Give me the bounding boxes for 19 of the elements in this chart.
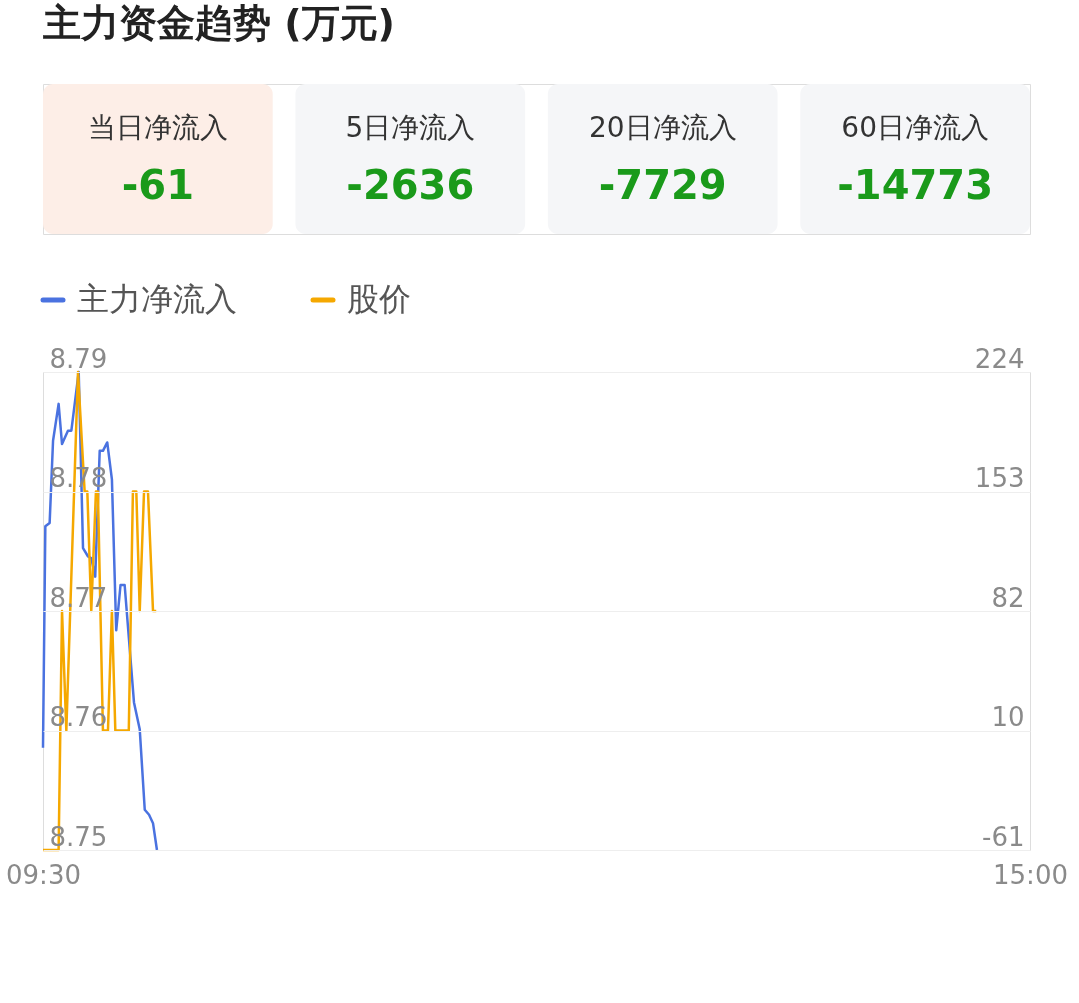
category-label: 60日净流入 bbox=[841, 111, 989, 144]
legend-label: 主力净流入 bbox=[77, 280, 237, 318]
legend-label: 股价 bbox=[347, 280, 411, 318]
data-label: -61 bbox=[121, 162, 194, 208]
y-tick-label: 8.79 bbox=[49, 343, 108, 374]
y2-tick-label: 224 bbox=[974, 343, 1025, 374]
category-label: 20日净流入 bbox=[588, 111, 737, 144]
category-label: 5日净流入 bbox=[345, 111, 476, 144]
data-label: -14773 bbox=[837, 162, 994, 208]
y2-tick-label: 153 bbox=[974, 463, 1025, 493]
data-label: -2636 bbox=[346, 162, 475, 208]
y2-tick-label: -61 bbox=[982, 821, 1025, 852]
y2-tick-label: 10 bbox=[991, 702, 1025, 732]
text: 主力资金趋势 (万元) bbox=[43, 1, 395, 45]
x-tick-label: 15:00 bbox=[993, 859, 1068, 890]
data-label: -7729 bbox=[598, 162, 727, 208]
y2-tick-label: 82 bbox=[991, 582, 1025, 613]
x-tick-label: 09:30 bbox=[6, 859, 81, 890]
category-label: 当日净流入 bbox=[87, 111, 228, 144]
